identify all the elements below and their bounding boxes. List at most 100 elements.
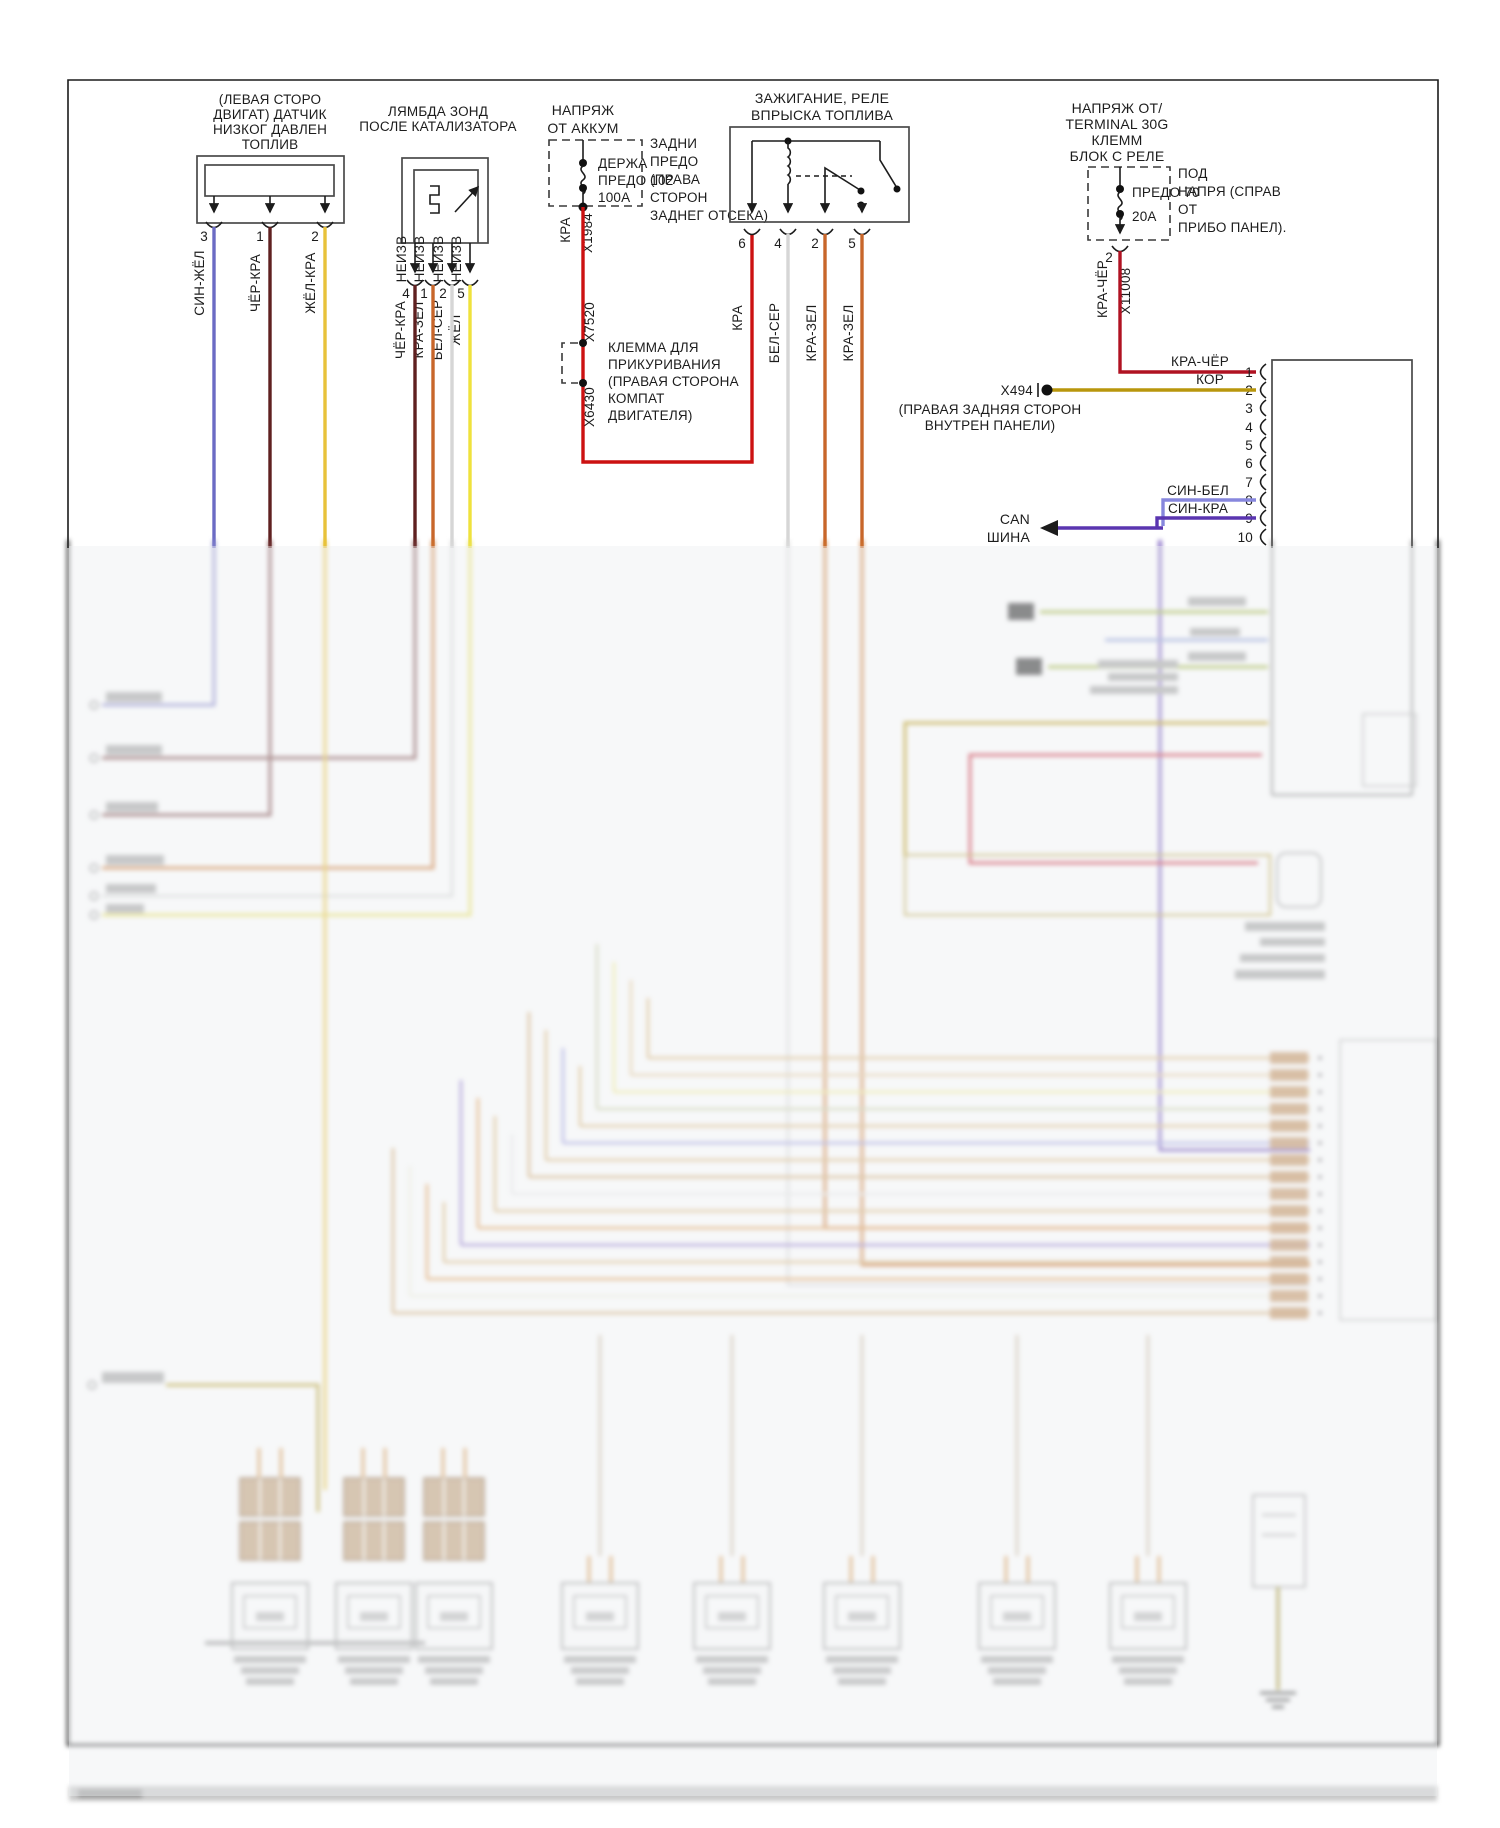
page-border-ghost — [66, 540, 1440, 1747]
svg-text:НЕИЗВ: НЕИЗВ — [412, 236, 427, 283]
svg-text:1: 1 — [420, 286, 428, 301]
svg-text:5: 5 — [848, 236, 856, 251]
svg-text:КРА: КРА — [730, 305, 745, 331]
heater-symbol — [429, 185, 440, 214]
svg-text:ЧЁР-КРА: ЧЁР-КРА — [393, 301, 408, 359]
footer-bar — [69, 1786, 1437, 1801]
svg-text:(ПРАВАЯ СТОРОНА: (ПРАВАЯ СТОРОНА — [608, 374, 739, 389]
svg-text:5: 5 — [457, 286, 465, 301]
svg-text:ДВИГАТЕЛЯ): ДВИГАТЕЛЯ) — [608, 408, 693, 423]
wire-label-kor: КОР — [1196, 372, 1224, 387]
lambda-probe: ЛЯМБДА ЗОНД ПОСЛЕ КАТАЛИЗАТОРА НЕИЗВ НЕИ… — [359, 104, 517, 548]
svg-text:КЛЕММА ДЛЯ: КЛЕММА ДЛЯ — [608, 340, 699, 355]
svg-text:X7520: X7520 — [582, 302, 597, 342]
svg-text:4: 4 — [774, 236, 782, 251]
can-bus: CAN ШИНА — [987, 498, 1256, 545]
svg-text:КЛЕММ: КЛЕММ — [1091, 132, 1142, 148]
svg-text:TERMINAL 30G: TERMINAL 30G — [1065, 116, 1168, 132]
ghost-ecu-inputs — [903, 597, 1268, 865]
battery-feed-fuse: НАПРЯЖ ОТ АККУМ ДЕРЖА ПРЕДО 102 100А ЗАД… — [547, 102, 768, 464]
svg-text:ОТ: ОТ — [1178, 202, 1197, 217]
svg-text:ЖЁЛ-КРА: ЖЁЛ-КРА — [303, 252, 318, 313]
fuse-box-outline — [548, 139, 643, 207]
svg-text:X494: X494 — [1001, 383, 1034, 398]
svg-text:ПРЕДО: ПРЕДО — [650, 154, 698, 169]
svg-text:5: 5 — [1245, 438, 1253, 453]
svg-text:ШИНА: ШИНА — [987, 529, 1031, 545]
svg-text:3: 3 — [1245, 401, 1253, 416]
wire-kra-feed — [581, 207, 754, 464]
sensor-title: (ЛЕВАЯ СТОРО — [219, 92, 321, 107]
svg-text:2: 2 — [311, 229, 319, 244]
lighter-terminal: X7520 X6430 КЛЕММА ДЛЯ ПРИКУРИВАНИЯ (ПРА… — [561, 302, 739, 427]
relay-switch-contact — [879, 141, 898, 189]
relay-switch-blade — [819, 166, 861, 214]
ghost-mid-components — [904, 713, 1437, 1321]
fuel-pressure-sensor: (ЛЕВАЯ СТОРО ДВИГАТ) ДАТЧИК НИЗКОГ ДАВЛЕ… — [192, 92, 345, 548]
svg-text:НИЗКОГ ДАВЛЕН: НИЗКОГ ДАВЛЕН — [213, 122, 327, 137]
svg-text:100А: 100А — [598, 190, 630, 205]
svg-text:НАПРЯЖ ОТ/: НАПРЯЖ ОТ/ — [1072, 100, 1163, 116]
svg-text:1: 1 — [1245, 365, 1253, 380]
svg-text:СТОРОН: СТОРОН — [650, 190, 708, 205]
svg-text:НЕИЗВ: НЕИЗВ — [431, 236, 446, 283]
svg-text:20А: 20А — [1132, 209, 1157, 224]
svg-text:2: 2 — [1105, 250, 1113, 265]
svg-text:(ПРАВА: (ПРАВА — [650, 172, 700, 187]
svg-text:6: 6 — [738, 236, 746, 251]
ghost-generated — [231, 944, 1322, 1685]
sensor-outline — [196, 155, 345, 224]
svg-text:2: 2 — [439, 286, 447, 301]
svg-text:2: 2 — [811, 236, 819, 251]
ghost-ecu-box-bottom — [1090, 540, 1413, 796]
svg-text:ТОПЛИВ: ТОПЛИВ — [242, 137, 299, 152]
svg-text:НЕИЗВ: НЕИЗВ — [449, 236, 464, 283]
svg-text:ПРЕДО 70: ПРЕДО 70 — [1132, 185, 1200, 200]
svg-text:ЗАДНИ: ЗАДНИ — [650, 136, 697, 151]
x494-connector: X494 (ПРАВАЯ ЗАДНЯЯ СТОРОН ВНУТРЕН ПАНЕЛ… — [899, 383, 1256, 433]
svg-text:ВНУТРЕН ПАНЕЛИ): ВНУТРЕН ПАНЕЛИ) — [925, 418, 1056, 433]
injection-relay: ЗАЖИГАНИЕ, РЕЛЕ ВПРЫСКА ТОПЛИВА 6 4 2 5 … — [729, 90, 910, 548]
svg-text:ЧЁР-КРА: ЧЁР-КРА — [248, 254, 263, 312]
blur-fog-overlay — [69, 546, 1437, 1796]
wire-label-kra-chyor: КРА-ЧЁР — [1171, 354, 1229, 369]
svg-text:НАПРЯЖ: НАПРЯЖ — [552, 102, 615, 118]
svg-text:НЕИЗВ: НЕИЗВ — [394, 236, 409, 283]
svg-text:ВПРЫСКА ТОПЛИВА: ВПРЫСКА ТОПЛИВА — [751, 107, 893, 123]
ghost-bottom-misc — [205, 1494, 1306, 1709]
svg-text:ОТ АККУМ: ОТ АККУМ — [547, 120, 618, 136]
svg-text:4: 4 — [402, 286, 410, 301]
svg-text:ПРИБО ПАНЕЛ).: ПРИБО ПАНЕЛ). — [1178, 220, 1287, 235]
relay-outline — [729, 126, 910, 223]
wire-sin-kra — [1155, 516, 1256, 528]
page-border — [67, 79, 1439, 548]
wire-label-sin-kra: СИН-КРА — [1168, 501, 1228, 516]
blurred-lower-region — [66, 540, 1440, 1801]
svg-text:CAN: CAN — [1000, 511, 1030, 527]
ecu-connector: 1 2 3 4 5 6 7 8 9 10 КРА-ЧЁР КОР СИН-БЕЛ… — [1167, 354, 1413, 548]
sensor-symbol — [454, 185, 480, 213]
wire-kra-chyor — [1118, 251, 1256, 374]
svg-text:КРА-ЗЕЛ: КРА-ЗЕЛ — [841, 305, 856, 362]
svg-text:КРА-ЗЕЛ: КРА-ЗЕЛ — [804, 305, 819, 362]
pin-number: 3 — [200, 229, 208, 244]
svg-text:КРА-ЧЁР: КРА-ЧЁР — [1095, 260, 1110, 318]
svg-text:4: 4 — [1245, 420, 1253, 435]
ecu-box-outline — [1271, 359, 1413, 548]
svg-text:ПОД: ПОД — [1178, 166, 1208, 181]
svg-text:X11008: X11008 — [1118, 268, 1133, 315]
svg-text:6: 6 — [1245, 456, 1253, 471]
can-arrowhead — [1040, 520, 1058, 536]
svg-text:ЗАДНЕГ ОТСЕКА): ЗАДНЕГ ОТСЕКА) — [650, 208, 768, 223]
lambda-outline — [401, 157, 489, 244]
wire-label: СИН-ЖЁЛ — [192, 250, 207, 315]
svg-text:ЗАЖИГАНИЕ, РЕЛЕ: ЗАЖИГАНИЕ, РЕЛЕ — [755, 90, 889, 106]
svg-text:X6430: X6430 — [582, 387, 597, 427]
svg-text:7: 7 — [1245, 475, 1253, 490]
svg-text:БЕЛ-СЕР: БЕЛ-СЕР — [767, 303, 782, 363]
svg-text:ЖЁЛ: ЖЁЛ — [448, 315, 463, 346]
relay-coil — [786, 141, 792, 185]
svg-text:НАПРЯ (СПРАВ: НАПРЯ (СПРАВ — [1178, 184, 1281, 199]
